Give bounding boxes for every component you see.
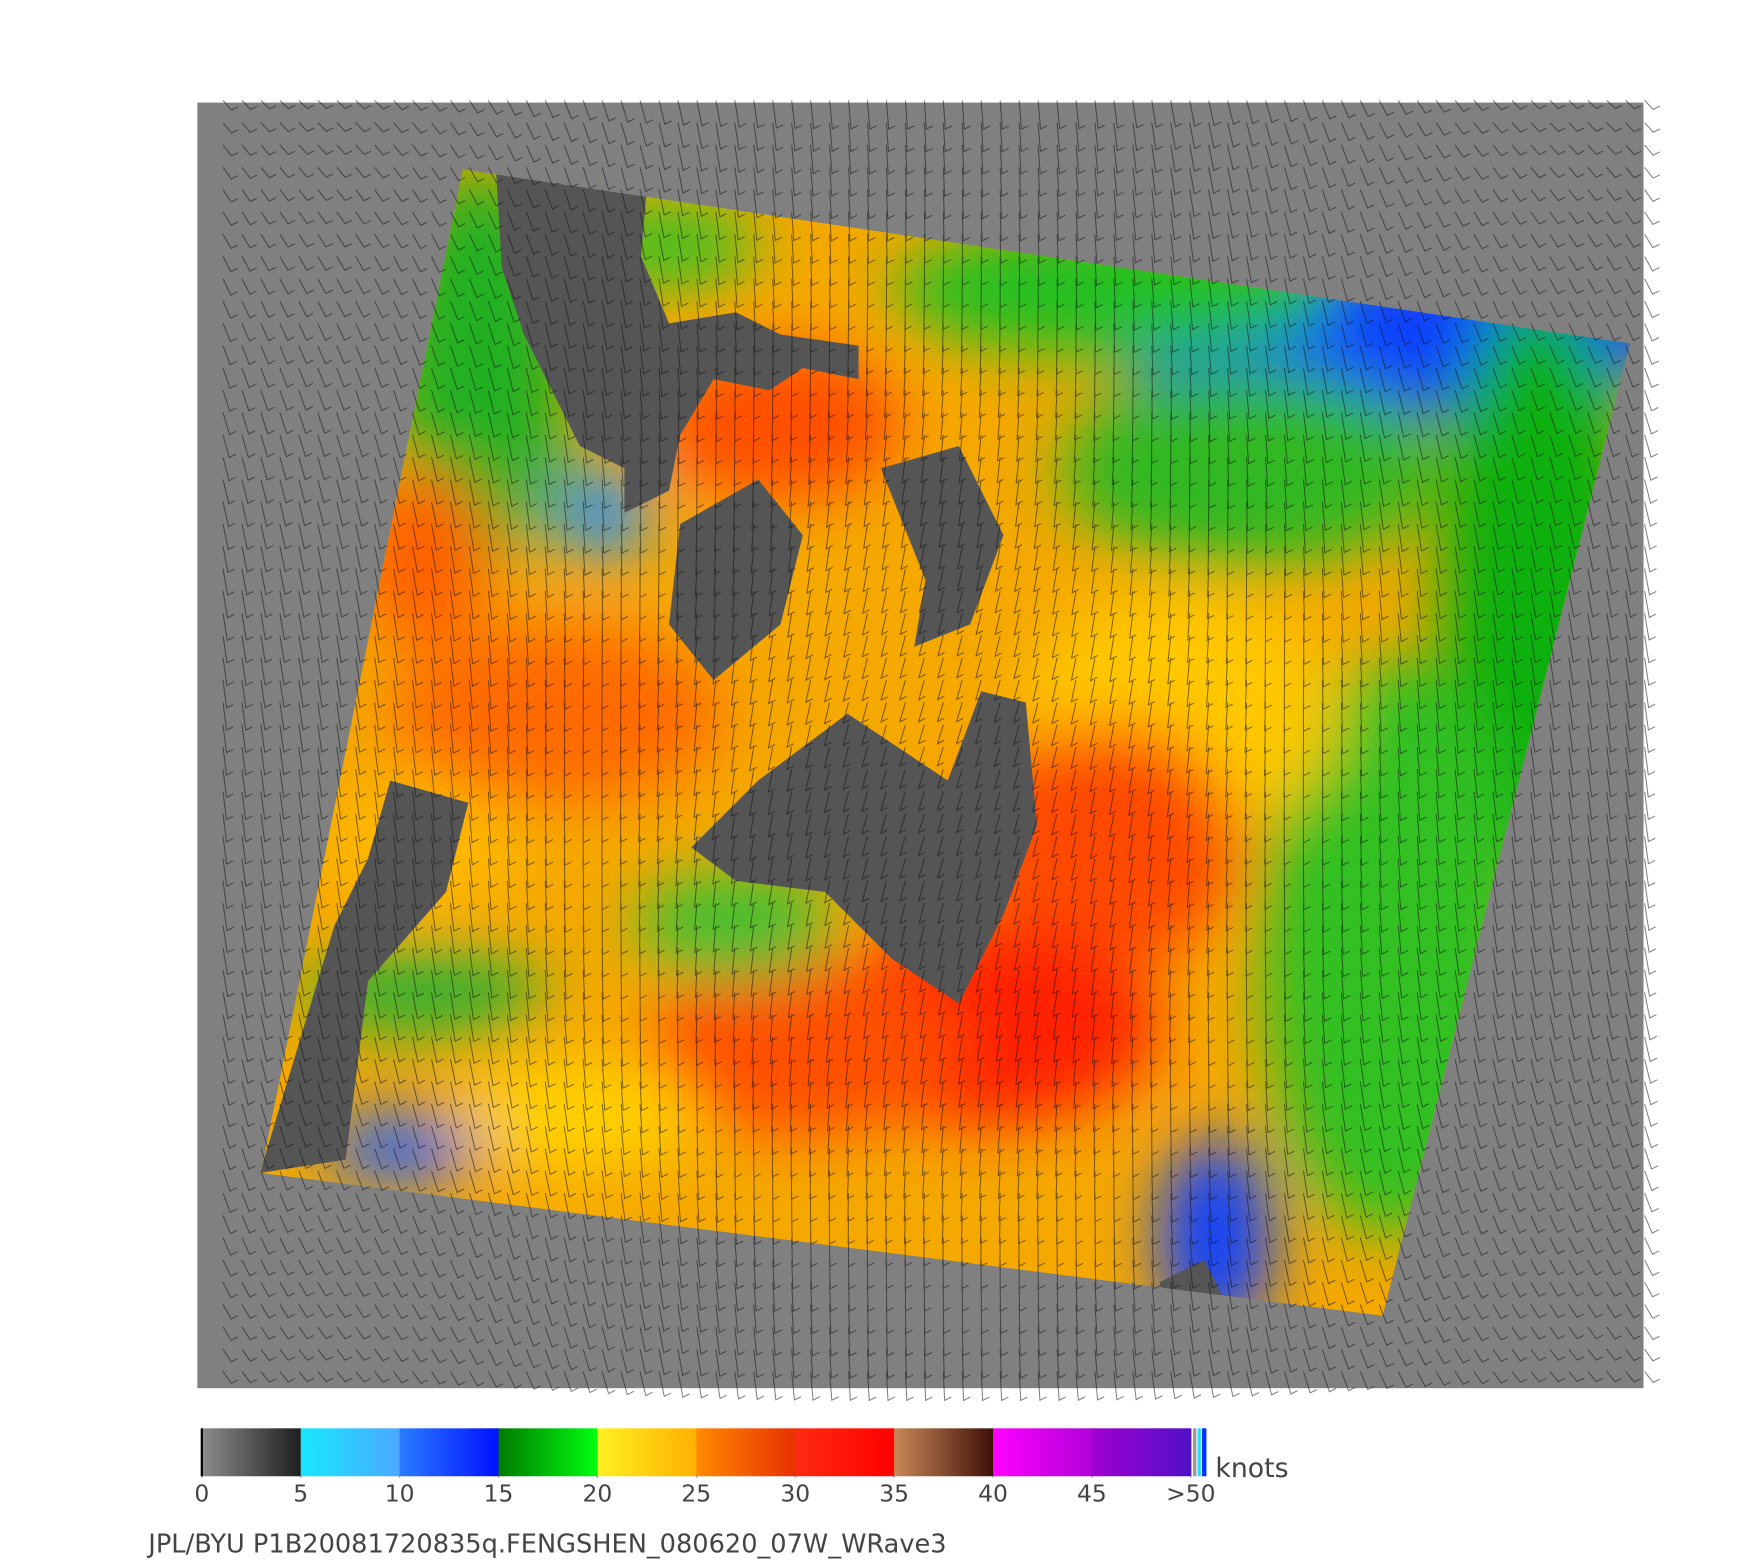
tick-label: >50 [1166, 1480, 1215, 1508]
colorbar-segment [498, 1428, 598, 1477]
colorbar-segment [1091, 1428, 1192, 1477]
tick-label: 35 [879, 1480, 909, 1508]
colorbar-segment [894, 1428, 994, 1477]
colorbar: 0 5 10 15 20 25 30 35 40 45 >50 [194, 1428, 1216, 1508]
tick-label: 30 [780, 1480, 810, 1508]
tick-label: 20 [583, 1480, 613, 1508]
colorbar-segment [597, 1428, 697, 1477]
colorbar-segment [300, 1428, 401, 1477]
colorbar-unit: knots [1215, 1453, 1288, 1484]
colorbar-overflow [1201, 1428, 1207, 1477]
colorbar-segment [696, 1428, 796, 1477]
tick-label: 5 [293, 1480, 308, 1508]
tick-label: 45 [1077, 1480, 1107, 1508]
wind-barb [222, 99, 1661, 1402]
tick-label: 25 [681, 1480, 711, 1508]
tick-label: 15 [484, 1480, 514, 1508]
wind-barbs [222, 99, 1661, 1402]
caption: JPL/BYU P1B20081720835q.FENGSHEN_080620_… [146, 1529, 946, 1559]
colorbar-overflow [1197, 1428, 1201, 1477]
map: 0 5 10 15 20 25 30 35 40 45 >50 knots JPL/BYU P1B2… [146, 99, 1661, 1559]
tick-label: 40 [978, 1480, 1008, 1508]
colorbar-segment [993, 1428, 1093, 1477]
colorbar-segment [399, 1428, 500, 1477]
colorbar-segment [201, 1428, 302, 1477]
tick-label: 0 [194, 1480, 209, 1508]
tick-label: 10 [385, 1480, 415, 1508]
colorbar-segment [795, 1428, 895, 1477]
colorbar-overflow [1193, 1428, 1197, 1477]
